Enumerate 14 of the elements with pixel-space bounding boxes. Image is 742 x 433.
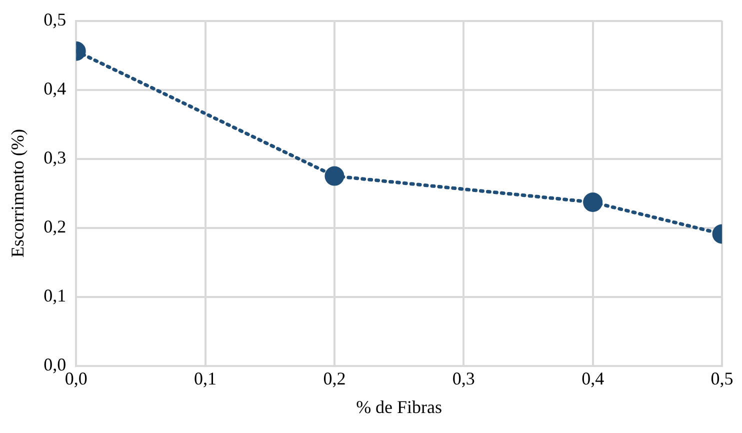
x-tick-label: 0,2 bbox=[323, 368, 346, 388]
y-tick-label: 0,1 bbox=[44, 286, 66, 306]
x-axis-title: % de Fibras bbox=[356, 396, 442, 417]
y-tick-label: 0,0 bbox=[44, 354, 66, 375]
y-tick-label: 0,2 bbox=[44, 216, 66, 237]
y-axis-title: Escorrimento (%) bbox=[8, 129, 28, 258]
x-tick-label: 0,5 bbox=[710, 368, 734, 388]
y-tick-label: 0,3 bbox=[44, 148, 66, 168]
x-tick-label: 0,4 bbox=[582, 368, 604, 388]
x-tick-label: 0,3 bbox=[452, 368, 475, 388]
x-tick-label: 0,1 bbox=[194, 368, 217, 388]
y-tick-label: 0,4 bbox=[44, 78, 66, 99]
y-tick-label: 0,5 bbox=[44, 10, 66, 30]
x-tick-label: 0,0 bbox=[64, 368, 88, 388]
